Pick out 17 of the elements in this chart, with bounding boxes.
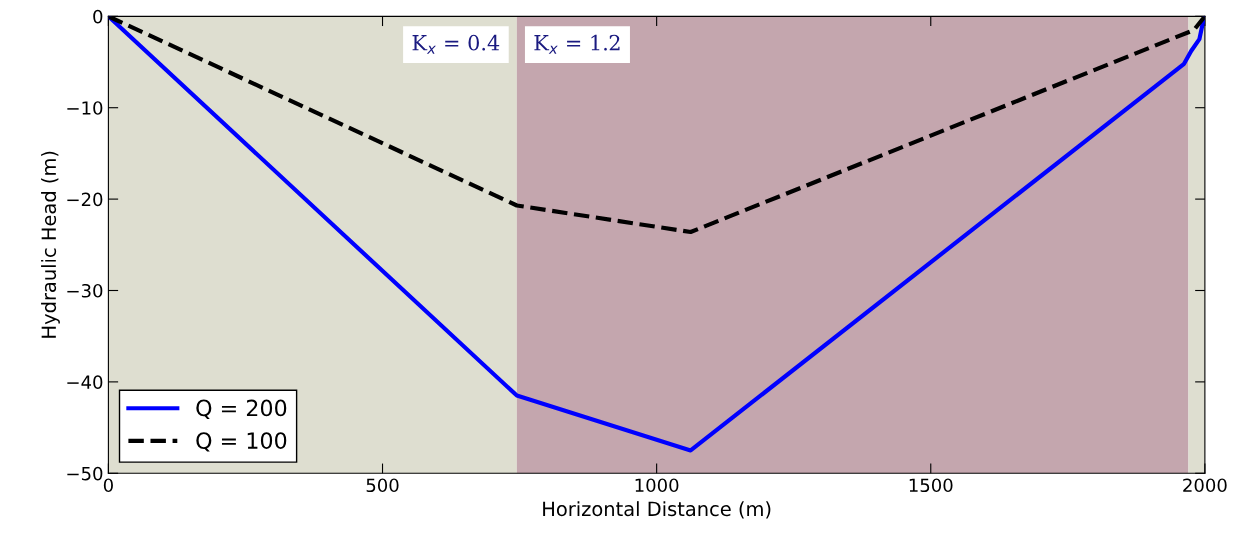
legend-label: Q = 200 (196, 399, 287, 419)
x-tick-label: 500 (366, 478, 399, 493)
y-tick-label: −10 (67, 101, 103, 115)
y-tick-label: −40 (67, 375, 103, 389)
legend-label: Q = 100 (196, 432, 287, 452)
band-label: K$_{x}$ = 0.4 (412, 34, 500, 54)
x-tick-label: 1000 (635, 478, 679, 493)
x-tick-label: 2000 (1183, 478, 1227, 493)
y-tick-label: −20 (67, 192, 103, 207)
y-axis-title: Hydraulic Head (m) (41, 151, 60, 338)
y-tick-label: −50 (67, 466, 103, 481)
band-label: K$_{x}$ = 1.2 (534, 34, 620, 54)
y-tick-label: −30 (67, 283, 103, 298)
x-axis-title: Horizontal Distance (m) (543, 501, 771, 519)
x-tick-label: 1500 (909, 478, 953, 493)
x-tick-label: 0 (103, 478, 113, 493)
y-tick-label: 0 (93, 9, 103, 24)
